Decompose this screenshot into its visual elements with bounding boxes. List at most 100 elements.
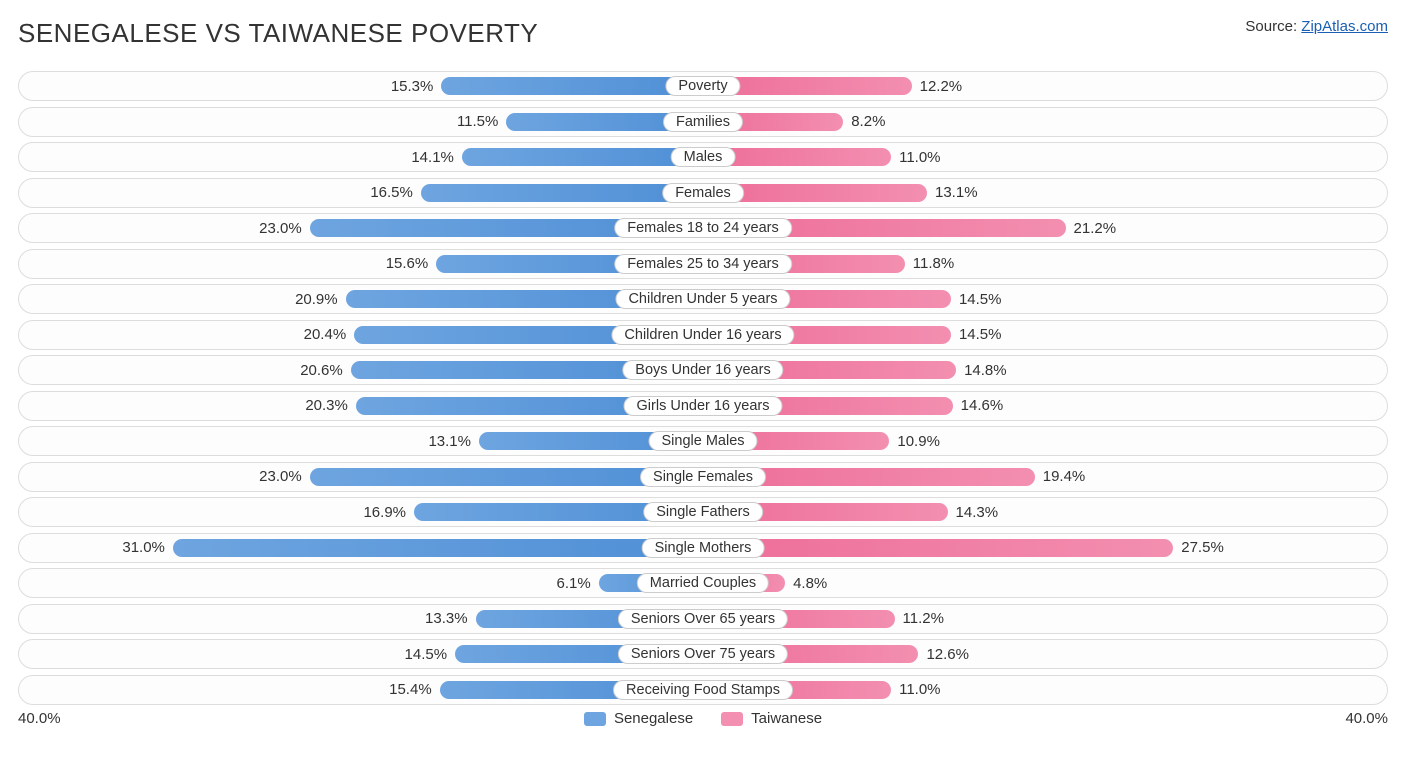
- chart-row: 14.5% 12.6% Seniors Over 75 years: [18, 639, 1388, 669]
- right-half: 11.0%: [703, 676, 1387, 704]
- left-value: 6.1%: [549, 575, 599, 592]
- left-half: 6.1%: [19, 569, 703, 597]
- category-label: Families: [663, 112, 743, 132]
- source-link[interactable]: ZipAtlas.com: [1301, 18, 1388, 35]
- left-half: 11.5%: [19, 108, 703, 136]
- legend-swatch-senegalese: [584, 712, 606, 726]
- chart-title: SENEGALESE VS TAIWANESE POVERTY: [18, 18, 538, 49]
- right-half: 13.1%: [703, 179, 1387, 207]
- left-half: 14.1%: [19, 143, 703, 171]
- right-half: 11.0%: [703, 143, 1387, 171]
- category-label: Girls Under 16 years: [624, 396, 783, 416]
- right-value: 19.4%: [1035, 468, 1094, 485]
- right-half: 11.8%: [703, 250, 1387, 278]
- right-half: 8.2%: [703, 108, 1387, 136]
- left-half: 15.6%: [19, 250, 703, 278]
- right-value: 12.6%: [918, 646, 977, 663]
- chart-row: 20.9% 14.5% Children Under 5 years: [18, 284, 1388, 314]
- category-label: Children Under 5 years: [615, 289, 790, 309]
- right-half: 21.2%: [703, 214, 1387, 242]
- right-value: 11.0%: [891, 149, 948, 166]
- left-half: 20.9%: [19, 285, 703, 313]
- right-half: 12.6%: [703, 640, 1387, 668]
- right-value: 12.2%: [912, 78, 971, 95]
- category-label: Receiving Food Stamps: [613, 680, 793, 700]
- chart-row: 20.6% 14.8% Boys Under 16 years: [18, 355, 1388, 385]
- category-label: Seniors Over 75 years: [618, 644, 788, 664]
- axis-max-left: 40.0%: [18, 710, 61, 727]
- left-half: 14.5%: [19, 640, 703, 668]
- left-bar: [421, 184, 703, 202]
- category-label: Children Under 16 years: [611, 325, 794, 345]
- source-prefix: Source:: [1245, 18, 1301, 35]
- category-label: Females: [662, 183, 744, 203]
- left-half: 31.0%: [19, 534, 703, 562]
- left-half: 23.0%: [19, 463, 703, 491]
- right-half: 11.2%: [703, 605, 1387, 633]
- left-bar: [173, 539, 703, 557]
- diverging-bar-chart: 15.3%12.2%Poverty11.5%8.2%Families14.1%1…: [18, 71, 1388, 705]
- left-half: 23.0%: [19, 214, 703, 242]
- left-half: 15.3%: [19, 72, 703, 100]
- right-value: 21.2%: [1066, 220, 1125, 237]
- chart-row: 20.4%14.5%Children Under 16 years: [18, 320, 1388, 350]
- chart-row: 16.5% 13.1%Females: [18, 178, 1388, 208]
- right-value: 14.8%: [956, 362, 1015, 379]
- right-value: 14.3%: [948, 504, 1007, 521]
- right-value: 14.5%: [951, 291, 1010, 308]
- left-value: 13.1%: [420, 433, 479, 450]
- left-value: 20.6%: [292, 362, 351, 379]
- right-half: 14.5%: [703, 285, 1387, 313]
- chart-row: 20.3% 14.6% Girls Under 16 years: [18, 391, 1388, 421]
- left-value: 14.1%: [403, 149, 462, 166]
- legend-item-taiwanese: Taiwanese: [721, 710, 822, 727]
- category-label: Single Males: [648, 431, 757, 451]
- chart-row: 13.1% 10.9% Single Males: [18, 426, 1388, 456]
- right-half: 19.4%: [703, 463, 1387, 491]
- left-value: 15.6%: [378, 255, 437, 272]
- chart-row: 16.9%14.3%Single Fathers: [18, 497, 1388, 527]
- right-bar: [703, 539, 1173, 557]
- left-value: 23.0%: [251, 220, 310, 237]
- right-value: 14.5%: [951, 326, 1010, 343]
- left-half: 16.5%: [19, 179, 703, 207]
- category-label: Females 25 to 34 years: [614, 254, 792, 274]
- right-value: 11.2%: [895, 610, 952, 627]
- category-label: Males: [671, 147, 736, 167]
- category-label: Single Mothers: [642, 538, 765, 558]
- left-half: 16.9%: [19, 498, 703, 526]
- category-label: Seniors Over 65 years: [618, 609, 788, 629]
- left-half: 20.3%: [19, 392, 703, 420]
- right-half: 14.6%: [703, 392, 1387, 420]
- right-half: 27.5%: [703, 534, 1387, 562]
- right-value: 27.5%: [1173, 539, 1232, 556]
- category-label: Females 18 to 24 years: [614, 218, 792, 238]
- left-bar: [462, 148, 703, 166]
- right-value: 14.6%: [953, 397, 1012, 414]
- right-half: 14.5%: [703, 321, 1387, 349]
- chart-row: 23.0% 21.2% Females 18 to 24 years: [18, 213, 1388, 243]
- left-value: 15.3%: [383, 78, 442, 95]
- right-half: 14.8%: [703, 356, 1387, 384]
- category-label: Poverty: [665, 76, 740, 96]
- left-bar: [441, 77, 703, 95]
- left-value: 11.5%: [449, 113, 506, 130]
- right-value: 10.9%: [889, 433, 948, 450]
- chart-row: 13.3% 11.2% Seniors Over 65 years: [18, 604, 1388, 634]
- chart-row: 23.0% 19.4% Single Females: [18, 462, 1388, 492]
- right-half: 4.8%: [703, 569, 1387, 597]
- chart-row: 6.1%4.8%Married Couples: [18, 568, 1388, 598]
- chart-row: 14.1% 11.0% Males: [18, 142, 1388, 172]
- left-value: 16.5%: [362, 184, 421, 201]
- legend-label-senegalese: Senegalese: [614, 710, 693, 727]
- chart-row: 31.0% 27.5% Single Mothers: [18, 533, 1388, 563]
- legend: Senegalese Taiwanese: [584, 710, 822, 727]
- left-half: 13.3%: [19, 605, 703, 633]
- right-value: 8.2%: [843, 113, 893, 130]
- chart-header: SENEGALESE VS TAIWANESE POVERTY Source: …: [18, 18, 1388, 49]
- right-half: 12.2%: [703, 72, 1387, 100]
- category-label: Boys Under 16 years: [622, 360, 783, 380]
- category-label: Single Females: [640, 467, 766, 487]
- left-value: 15.4%: [381, 681, 440, 698]
- chart-row: 15.4% 11.0%Receiving Food Stamps: [18, 675, 1388, 705]
